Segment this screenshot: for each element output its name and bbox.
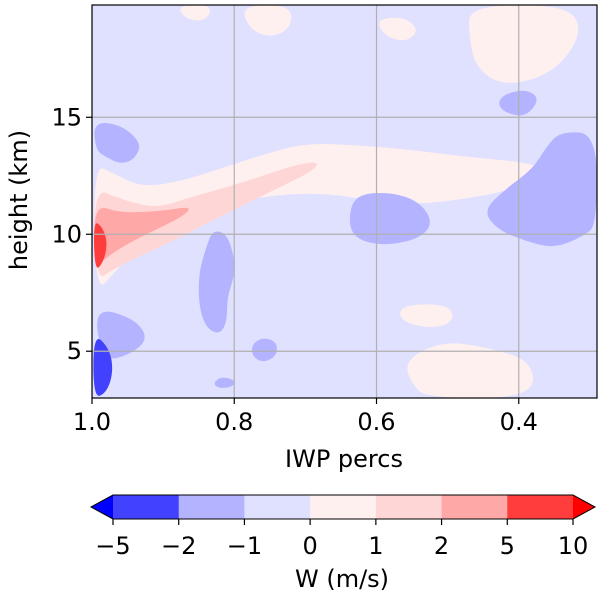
- contour-region: [349, 193, 430, 245]
- colorbar-extend-low: [91, 495, 113, 519]
- contour-region: [97, 311, 145, 359]
- y-axis: 5 10 15: [51, 103, 92, 365]
- y-tick-label: 5: [67, 337, 82, 365]
- contour-region: [180, 5, 210, 21]
- colorbar: −5 −2 −1 0 1 2 5 10: [89, 494, 597, 560]
- contour-region: [407, 343, 533, 398]
- contour-region: [400, 304, 453, 327]
- plot-frame: [91, 4, 598, 399]
- colorbar-segment: [375, 495, 442, 519]
- colorbar-segment: [507, 495, 574, 519]
- grid-lines: [92, 5, 597, 398]
- colorbar-tick-label: 1: [368, 532, 383, 560]
- contour-region: [244, 5, 292, 36]
- colorbar-segment: [441, 495, 508, 519]
- colorbar-segment: [113, 495, 180, 519]
- contour-region: [214, 377, 235, 388]
- colorbar-tick-label: −5: [95, 532, 130, 560]
- contour-region: [94, 207, 189, 263]
- colorbar-segment: [178, 495, 245, 519]
- x-axis: 1.0 0.8 0.6 0.4: [73, 398, 538, 436]
- contour-region: [487, 132, 597, 247]
- colorbar-tick-label: 5: [500, 532, 515, 560]
- contour-region: [252, 338, 277, 362]
- x-tick-label: 1.0: [73, 408, 111, 436]
- colorbar-label: W (m/s): [295, 565, 389, 593]
- x-tick-label: 0.8: [215, 408, 253, 436]
- contour-region: [379, 17, 416, 41]
- contour-region: [94, 123, 140, 163]
- x-tick-label: 0.4: [500, 408, 538, 436]
- x-tick-label: 0.6: [357, 408, 395, 436]
- colorbar-tick-label: −1: [227, 532, 262, 560]
- contour-layer: [92, 5, 597, 398]
- contour-region: [499, 90, 537, 116]
- contour-region: [198, 231, 235, 333]
- contour-region: [94, 143, 541, 285]
- colorbar-segment: [244, 495, 311, 519]
- x-axis-label: IWP percs: [285, 445, 403, 473]
- colorbar-tick-label: 10: [558, 532, 589, 560]
- colorbar-segment: [310, 495, 377, 519]
- colorbar-extend-high: [573, 495, 595, 519]
- contour-region: [94, 162, 317, 276]
- colorbar-tick-label: 2: [434, 532, 449, 560]
- contour-region: [93, 339, 113, 396]
- contour-region: [469, 5, 579, 83]
- y-axis-label: height (km): [5, 130, 33, 270]
- y-tick-label: 10: [51, 220, 82, 248]
- y-tick-label: 15: [51, 103, 82, 131]
- colorbar-tick-label: 0: [303, 532, 318, 560]
- plot-area: [92, 5, 597, 398]
- colorbar-tick-label: −2: [161, 532, 196, 560]
